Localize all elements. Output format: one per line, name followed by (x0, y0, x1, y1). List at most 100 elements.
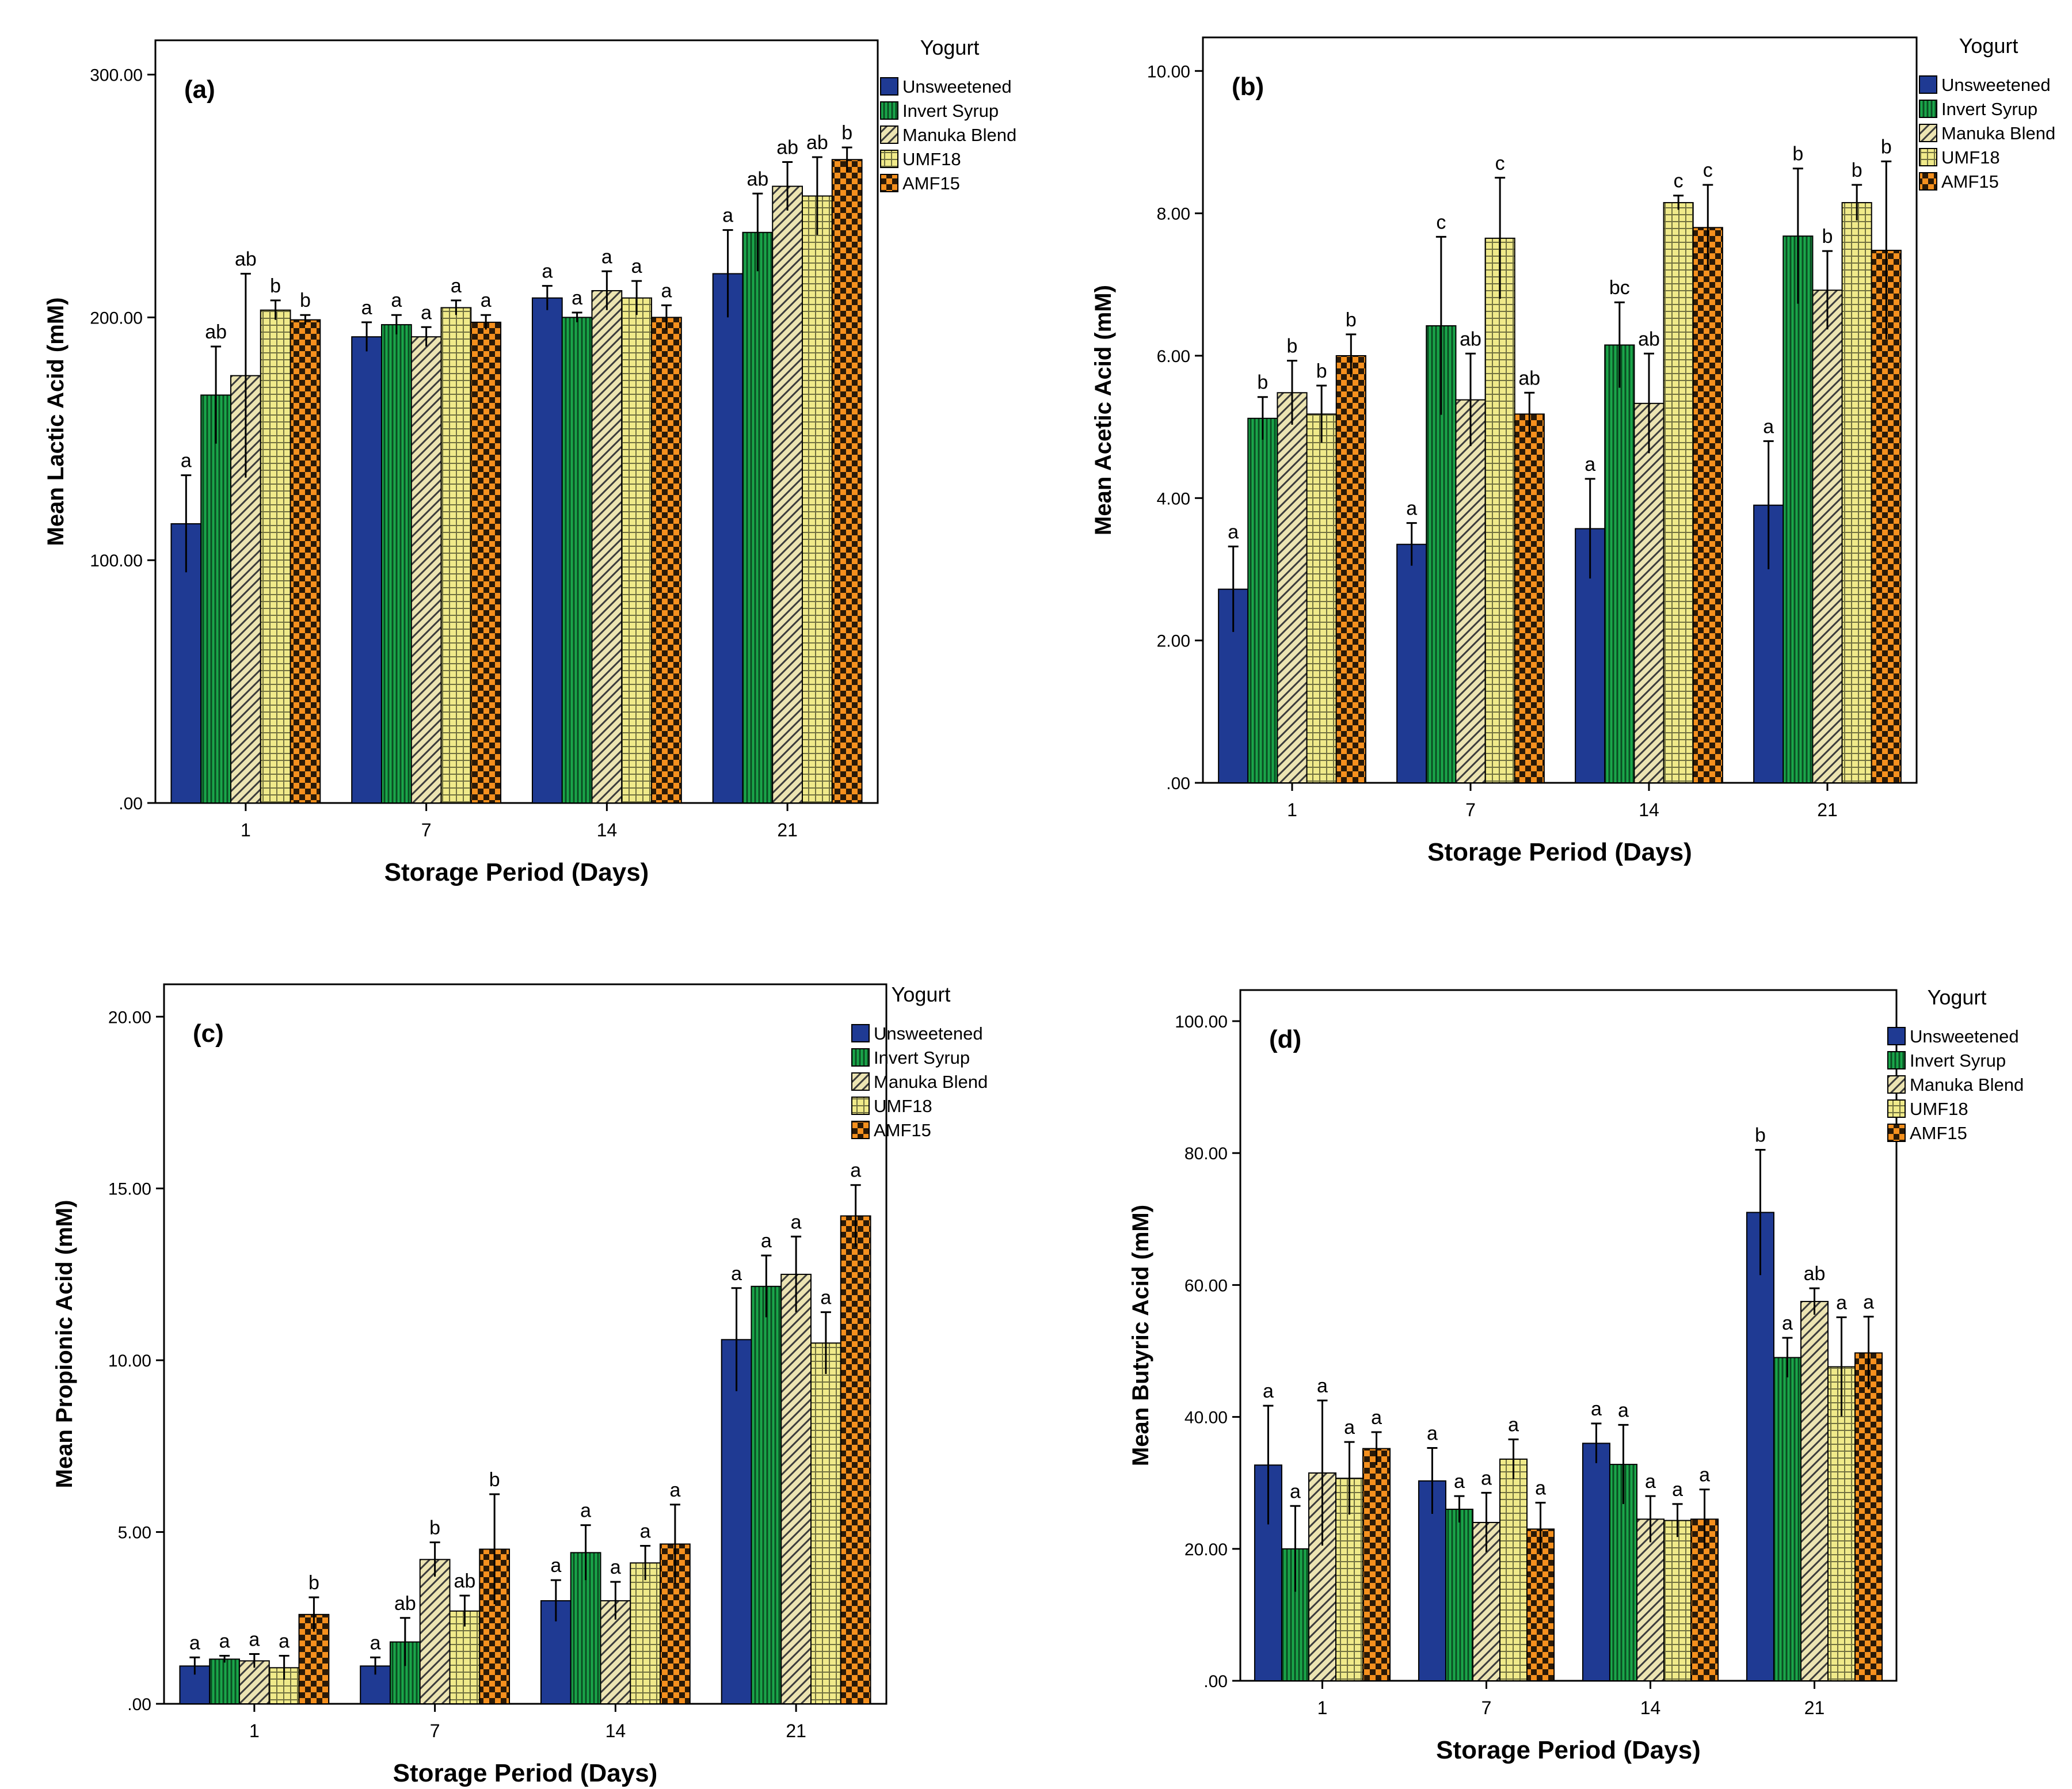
bar-invert-syrup (751, 1285, 782, 1704)
legend-entry: Manuka Blend (902, 125, 1016, 145)
significance-letter: b (429, 1517, 440, 1539)
bar-umf18 (802, 195, 833, 804)
legend-swatch (851, 1097, 870, 1115)
bar-invert-syrup (561, 317, 593, 804)
significance-letter: a (761, 1230, 772, 1252)
legend-entry: Unsweetened (902, 77, 1012, 97)
bar-manuka-blend (772, 185, 803, 804)
y-tick-label: 80.00 (1184, 1144, 1228, 1163)
significance-letter: ab (394, 1593, 416, 1615)
significance-letter: b (489, 1469, 500, 1491)
x-axis-label: Storage Period (Days) (384, 858, 649, 886)
x-tick-label: 14 (1640, 1697, 1661, 1718)
legend-swatch (880, 77, 898, 96)
x-tick-label: 7 (1481, 1697, 1492, 1718)
significance-letter: a (219, 1630, 230, 1652)
significance-letter: a (572, 287, 582, 309)
significance-letter: a (661, 280, 672, 302)
significance-letter: a (1699, 1464, 1710, 1486)
bar-unsweetened (531, 297, 563, 804)
significance-letter: a (1317, 1375, 1328, 1397)
legend-swatch (1887, 1124, 1906, 1142)
bar-manuka-blend (238, 1660, 270, 1704)
bar-manuka-blend (1800, 1301, 1829, 1682)
significance-letter: a (279, 1630, 290, 1652)
chart-panel-3: .00 5.00 10.00 15.00 20.00 (c) Mean Propionic … (52, 983, 988, 1787)
chart-panel-4: .00 20.00 40.00 60.00 80.00 100.00 (d) Mean But… (1128, 985, 2024, 1764)
bar-umf18 (1663, 202, 1694, 783)
significance-letter: a (1508, 1414, 1519, 1436)
significance-letter: b (1822, 226, 1833, 248)
significance-letter: ab (454, 1570, 475, 1592)
y-axis-label: Mean Propionic Acid (mM) (52, 1200, 77, 1489)
y-tick-label: 200.00 (90, 309, 143, 328)
bar-unsweetened (170, 523, 202, 804)
significance-letter: a (1263, 1380, 1274, 1402)
significance-letter: a (1454, 1471, 1465, 1493)
significance-letter: a (1672, 1479, 1683, 1501)
legend-swatch (1919, 172, 1937, 191)
bar-umf18 (1841, 202, 1872, 783)
x-tick-label: 14 (605, 1721, 626, 1741)
legend-swatch (1919, 148, 1937, 166)
significance-letter: a (1406, 498, 1417, 520)
bar-unsweetened (1582, 1442, 1610, 1681)
bar-amf15 (1335, 355, 1366, 783)
significance-letter: ab (1518, 367, 1540, 389)
legend-swatch (851, 1072, 870, 1091)
bar-umf18 (1306, 413, 1337, 783)
legend-entry: UMF18 (874, 1096, 932, 1116)
y-tick-label: 100.00 (90, 551, 143, 570)
y-tick-label: 60.00 (1184, 1276, 1228, 1295)
significance-letter: bc (1609, 277, 1630, 299)
y-tick-label: .00 (1166, 774, 1190, 793)
significance-letter: b (1346, 309, 1357, 331)
legend-swatch (880, 174, 898, 192)
legend-swatch (880, 150, 898, 168)
bar-unsweetened (721, 1339, 752, 1704)
legend-entry: AMF15 (1910, 1123, 1967, 1143)
bar-manuka-blend (780, 1273, 812, 1704)
legend-swatch (1887, 1027, 1906, 1045)
significance-letter: b (308, 1572, 319, 1594)
bar-invert-syrup (200, 394, 231, 804)
bar-amf15 (1854, 1352, 1883, 1681)
bar-umf18 (810, 1342, 841, 1704)
significance-letter: b (841, 122, 852, 144)
bar-manuka-blend (1633, 402, 1665, 783)
x-axis-label: Storage Period (Days) (1436, 1736, 1701, 1764)
y-tick-label: 40.00 (1184, 1409, 1228, 1428)
y-tick-label: .00 (127, 1695, 151, 1714)
legend-swatch (1919, 124, 1937, 142)
legend-entry: Unsweetened (1910, 1026, 2019, 1046)
bar-umf18 (260, 309, 291, 804)
bar-manuka-blend (1636, 1518, 1665, 1681)
significance-letter: a (1618, 1399, 1629, 1421)
significance-letter: c (1495, 153, 1505, 174)
bar-manuka-blend (591, 290, 623, 804)
bar-amf15 (840, 1215, 871, 1704)
significance-letter: a (1535, 1478, 1546, 1499)
significance-letter: a (791, 1211, 802, 1233)
y-tick-label: 20.00 (108, 1008, 151, 1027)
bar-amf15 (1692, 227, 1723, 783)
significance-letter: a (631, 256, 642, 277)
bar-manuka-blend (419, 1559, 451, 1704)
bar-umf18 (630, 1562, 661, 1704)
bar-manuka-blend (1812, 290, 1843, 784)
significance-letter: a (580, 1500, 591, 1522)
x-tick-label: 14 (597, 820, 618, 840)
panel-title: (a) (184, 75, 215, 104)
y-axis-label: Mean Butyric Acid (mM) (1128, 1205, 1153, 1466)
significance-letter: a (421, 302, 432, 323)
significance-letter: a (1585, 454, 1595, 475)
significance-letter: a (550, 1555, 561, 1577)
x-tick-label: 1 (241, 820, 251, 840)
y-tick-label: 10.00 (1147, 62, 1190, 81)
bar-manuka-blend (410, 336, 442, 804)
significance-letter: b (1881, 136, 1892, 158)
panel-title: (b) (1232, 73, 1264, 101)
legend-title: Yogurt (1959, 34, 2018, 58)
significance-letter: a (1645, 1471, 1656, 1493)
